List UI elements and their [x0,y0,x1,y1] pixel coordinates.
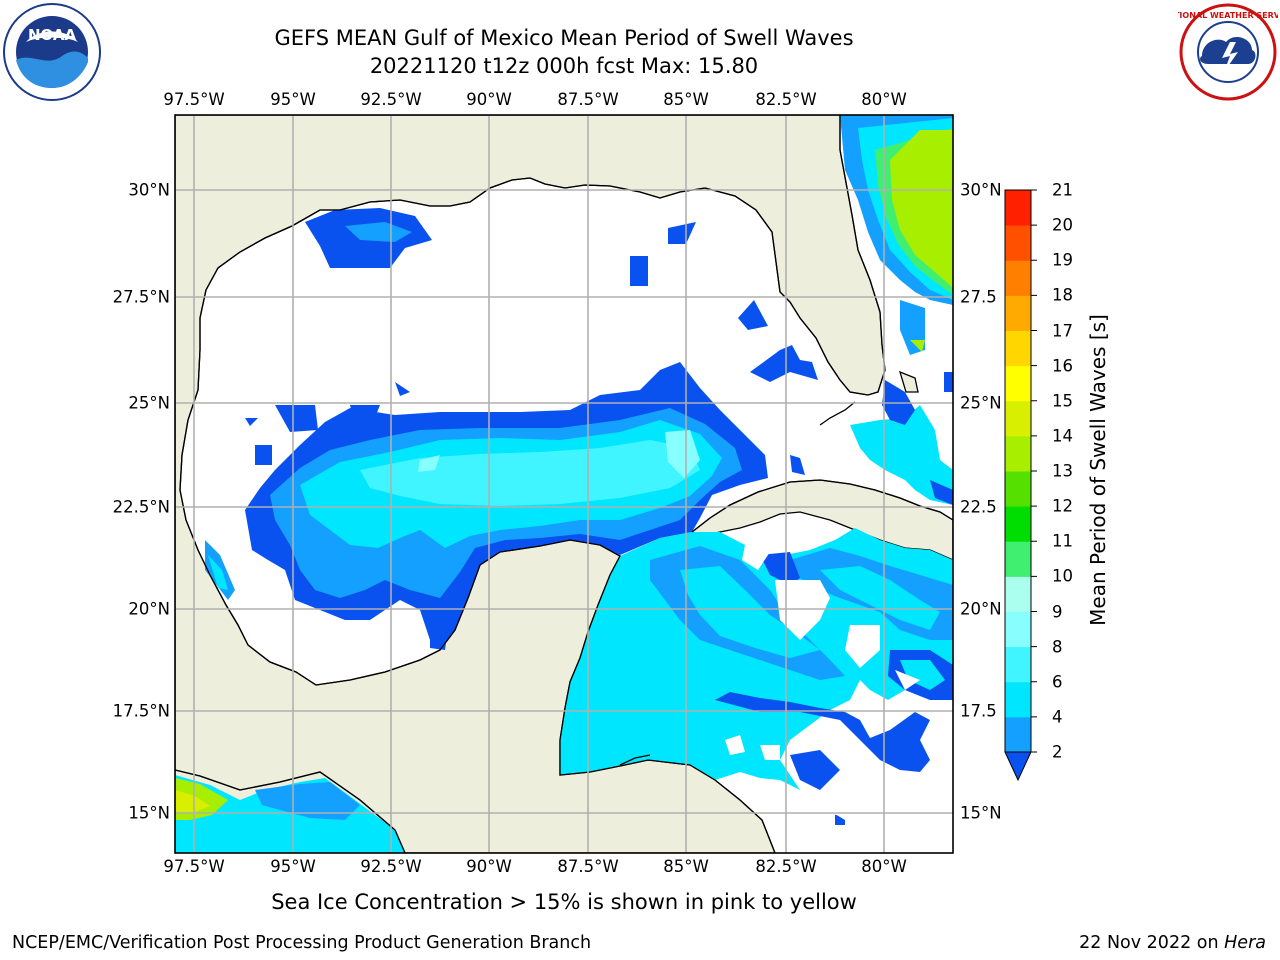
national-weather-service-logo: NATIONAL WEATHER SERVICE [1178,3,1278,101]
lat-label-left: 27.5°N [112,287,170,307]
lat-label-left: 30°N [128,180,170,200]
colorbar-tick-label: 8 [1052,637,1063,657]
lat-label-right: 30°N [960,180,1002,200]
colorbar-tick-label: 17 [1052,321,1073,340]
lon-label-top: 95°W [270,90,316,109]
svg-text:NOAA: NOAA [28,26,77,44]
colorbar-tick-label: 2 [1052,742,1063,762]
lon-label-bottom: 95°W [270,857,316,876]
lat-label-left: 22.5°N [112,497,170,517]
lon-label-bottom: 92.5°W [360,857,422,876]
colorbar-tick-label: 6 [1052,672,1063,692]
lon-label-top: 87.5°W [557,90,619,109]
colorbar-bin [1005,190,1031,226]
colorbar-tick-label: 13 [1052,461,1073,481]
colorbar-bin [1005,295,1031,331]
colorbar-bin [1005,541,1031,577]
colorbar-bin [1005,400,1031,437]
lon-label-top: 80°W [861,90,907,109]
colorbar-tick-label: 16 [1052,356,1073,376]
colorbar-bin [1005,646,1031,683]
lon-label-top: 92.5°W [360,90,422,109]
swell-patch-pacific [175,775,405,853]
colorbar-bin [1005,365,1031,402]
colorbar-bin [1005,471,1031,507]
noaa-logo: NOAA [3,3,101,101]
lon-label-bottom: 80°W [861,857,907,876]
lat-label-left: 20°N [128,599,170,619]
colorbar-bin [1005,260,1031,296]
lon-label-bottom: 85°W [663,857,709,876]
map-frame [174,114,954,854]
date-host-credit: 22 Nov 2022 on Hera [1079,933,1266,953]
svg-text:NATIONAL WEATHER SERVICE: NATIONAL WEATHER SERVICE [1178,11,1278,20]
lat-label-right: 27.5 [960,287,997,307]
colorbar-bin [1005,225,1031,261]
colorbar-bin [1005,435,1031,472]
colorbar-tick-label: 19 [1052,250,1073,270]
colorbar [1004,189,1037,782]
colorbar-tick-label: 10 [1052,566,1073,586]
colorbar-tick-label: 21 [1052,180,1073,200]
colorbar-tick-label: 20 [1052,215,1073,235]
swell-period-field [175,115,953,853]
credit-date: 22 Nov 2022 on [1079,933,1225,953]
colorbar-tick-label: 18 [1052,285,1073,305]
colorbar-bin [1005,330,1031,367]
sea-ice-footnote: Sea Ice Concentration > 15% is shown in … [271,890,857,914]
lat-label-left: 25°N [128,393,170,413]
colorbar-tick-label: 4 [1052,707,1063,727]
lon-label-bottom: 87.5°W [557,857,619,876]
colorbar-tick-label: 14 [1052,426,1073,446]
colorbar-tick-label: 11 [1052,531,1073,551]
colorbar-bin [1005,576,1031,612]
lat-label-right: 17.5 [960,701,997,721]
colorbar-tick-label: 9 [1052,602,1063,621]
lon-label-top: 85°W [663,90,709,109]
colorbar-bin [1005,611,1031,648]
lat-label-right: 25°N [960,393,1002,413]
lat-label-right: 20°N [960,599,1002,619]
graticule [175,115,953,853]
lon-label-top: 90°W [466,90,512,109]
lon-label-top: 97.5°W [163,90,225,109]
colorbar-bin [1005,716,1031,753]
credit-host: Hera [1224,933,1266,953]
bahamas-land [898,370,919,393]
colorbar-bin [1005,506,1031,542]
lat-label-left: 15°N [128,803,170,823]
colorbar-extension [1004,751,1032,782]
map-subtitle: 20221120 t12z 000h fcst Max: 15.80 [369,54,759,78]
lon-label-bottom: 97.5°W [163,857,225,876]
colorbar-tick-label: 12 [1052,496,1073,516]
lon-label-top: 82.5°W [755,90,817,109]
colorbar-bin [1005,681,1031,718]
lat-label-right: 15°N [960,803,1002,823]
producer-credit: NCEP/EMC/Verification Post Processing Pr… [12,933,592,953]
colorbar-tick-label: 15 [1052,391,1073,411]
lon-label-bottom: 90°W [466,857,512,876]
colorbar-title: Mean Period of Swell Waves [s] [1086,314,1110,626]
lat-label-right: 22.5 [960,497,997,517]
lon-label-bottom: 82.5°W [755,857,817,876]
lat-label-left: 17.5°N [112,701,170,721]
map-title: GEFS MEAN Gulf of Mexico Mean Period of … [274,26,854,50]
